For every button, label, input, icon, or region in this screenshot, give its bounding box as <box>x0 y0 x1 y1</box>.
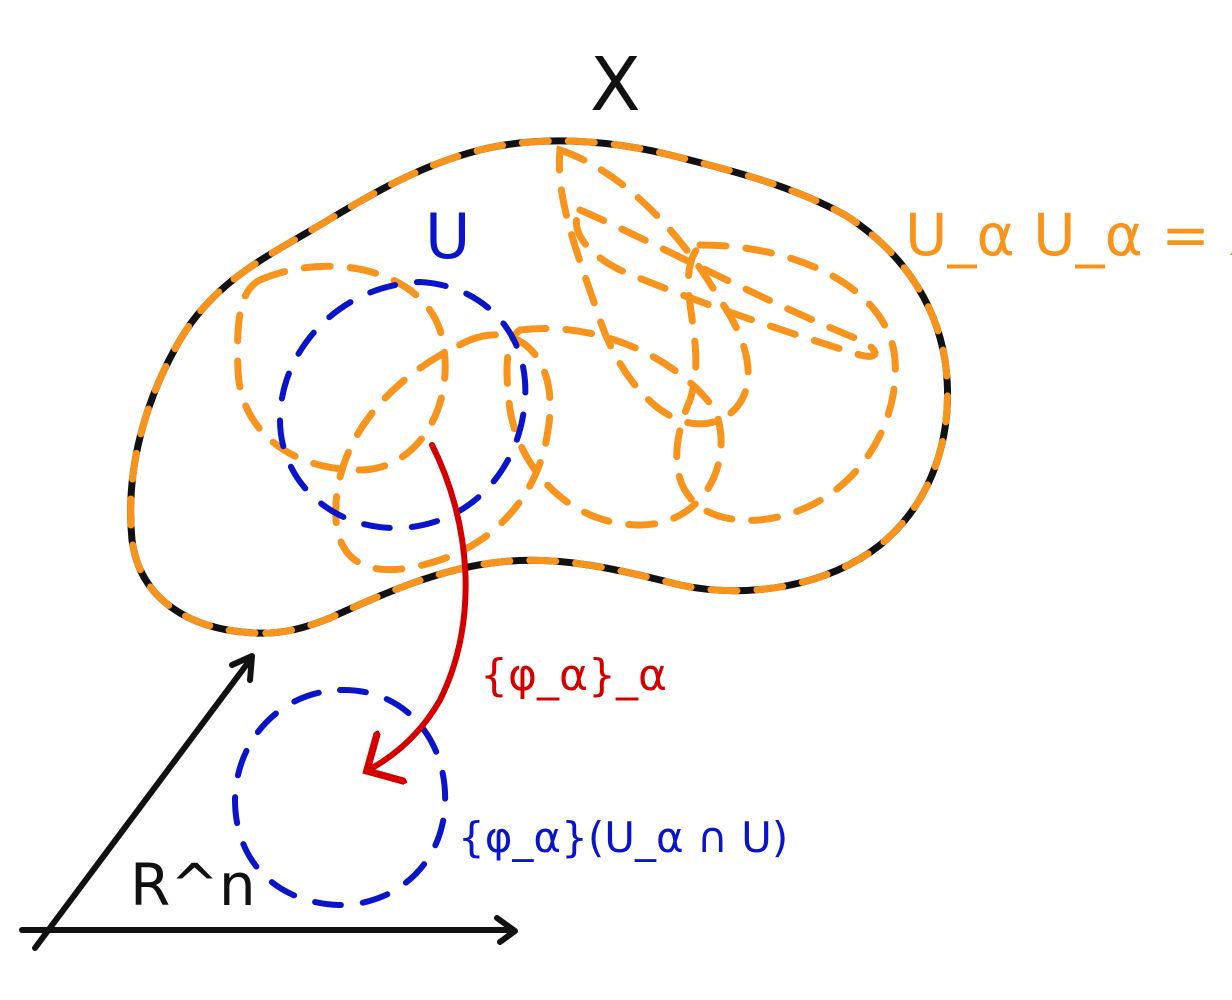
label-chart-map: {φ_α}_α <box>480 650 667 701</box>
label-cover-union: U_α U_α = X <box>905 201 1232 269</box>
chart-domain-U <box>276 278 529 532</box>
rn-vertical-axis <box>32 657 253 951</box>
cover-set-6 <box>572 205 879 360</box>
cover-set-2 <box>332 331 554 574</box>
rn-vertical-arrowhead <box>229 653 255 683</box>
label-chart-image: {φ_α}(U_α ∩ U) <box>458 813 788 862</box>
chart-image-region <box>231 686 449 909</box>
label-space-Rn: R^n <box>130 851 256 919</box>
cover-set-5 <box>673 241 899 524</box>
rn-horizontal-arrowhead <box>494 915 518 945</box>
label-domain-U: U <box>425 200 470 273</box>
cover-set-1 <box>234 262 449 474</box>
cover-set-3 <box>503 325 725 529</box>
cover-boundary-dashes <box>127 137 951 637</box>
chart-map-arrow <box>372 442 469 768</box>
label-manifold-X: X <box>590 42 641 128</box>
